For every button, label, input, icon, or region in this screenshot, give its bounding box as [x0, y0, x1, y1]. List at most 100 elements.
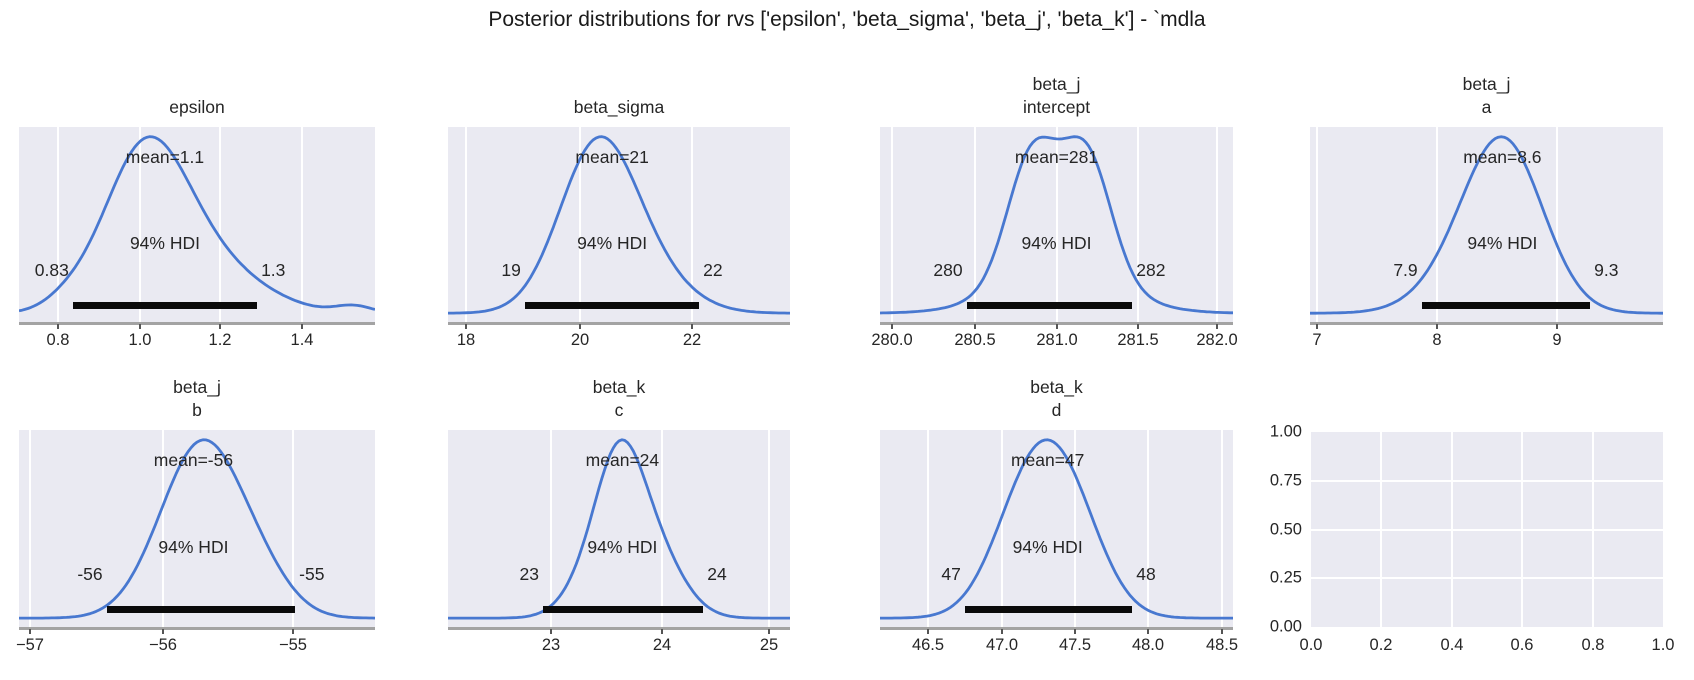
hdi-bar — [965, 606, 1132, 613]
subplot-title-line: beta_j — [1032, 74, 1081, 94]
hdi-label: 94% HDI — [1021, 233, 1092, 254]
tick-mark — [301, 324, 303, 329]
subplot-title: beta_j b — [19, 368, 375, 422]
subplot-title-line: intercept — [1022, 97, 1091, 117]
tick-mark — [162, 629, 164, 634]
kde-curve — [19, 438, 375, 620]
x-tick-label: 25 — [759, 636, 779, 654]
tick-mark — [1074, 629, 1076, 634]
x-tick-label: 23 — [541, 636, 561, 654]
gridline — [465, 127, 468, 322]
x-tick-label: −55 — [279, 636, 307, 654]
gridline — [1316, 127, 1319, 322]
gridline — [768, 430, 771, 627]
tick-mark — [1001, 629, 1003, 634]
hdi-low-label: 7.9 — [1393, 259, 1418, 280]
hdi-bar — [967, 302, 1132, 309]
gridline — [549, 430, 552, 627]
x-tick-label: 47.5 — [1058, 636, 1092, 654]
kde-curve-path — [19, 438, 375, 620]
subplot-title: epsilon — [19, 65, 375, 119]
hdi-low-label: -56 — [77, 563, 103, 584]
x-tick-label: 1.0 — [128, 331, 152, 349]
kde-curve-path — [1310, 135, 1663, 315]
tick-mark — [219, 324, 221, 329]
y-tick-label: 0.00 — [1269, 617, 1302, 636]
gridline — [891, 127, 893, 322]
x-tick-label: −56 — [149, 636, 177, 654]
hdi-low-label: 280 — [933, 259, 963, 280]
gridline — [1216, 127, 1219, 322]
gridline — [1136, 127, 1139, 322]
tick-mark — [1221, 629, 1223, 634]
kde-curve-path — [880, 135, 1233, 315]
hdi-low-label: 0.83 — [34, 259, 69, 280]
tick-mark — [927, 629, 929, 634]
mean-label: mean=281 — [1014, 146, 1099, 167]
x-tick-label: 48.5 — [1205, 636, 1239, 654]
gridline — [1311, 577, 1663, 580]
figure-title: Posterior distributions for rvs ['epsilo… — [488, 8, 1206, 31]
tick-mark — [465, 324, 467, 329]
hdi-bar — [73, 302, 257, 309]
subplot-title-line: epsilon — [169, 97, 225, 117]
hdi-high-label: 22 — [703, 259, 723, 280]
subplot-title-line: c — [614, 400, 624, 420]
kde-curve — [448, 135, 790, 315]
hdi-low-label: 23 — [519, 563, 539, 584]
x-tick-label: 8 — [1432, 331, 1442, 349]
axes: mean=281 94% HDI 280 282 — [880, 127, 1233, 325]
tick-mark — [1216, 324, 1218, 329]
hdi-low-label: 19 — [501, 259, 521, 280]
x-tick-label: 0.8 — [46, 331, 70, 349]
hdi-label: 94% HDI — [577, 233, 648, 254]
hdi-label: 94% HDI — [1012, 537, 1083, 558]
hdi-bar — [1422, 302, 1590, 309]
hdi-label: 94% HDI — [129, 233, 200, 254]
hdi-high-label: 9.3 — [1594, 259, 1619, 280]
tick-mark — [292, 629, 294, 634]
hdi-high-label: -55 — [299, 563, 325, 584]
tick-mark — [139, 324, 141, 329]
subplot-title-line: beta_k — [592, 377, 646, 397]
gridline — [292, 430, 295, 627]
mean-label: mean=1.1 — [125, 146, 205, 167]
x-tick-label: 1.4 — [290, 331, 314, 349]
gridline — [162, 430, 165, 627]
kde-curve — [1310, 135, 1663, 315]
hdi-high-label: 1.3 — [261, 259, 286, 280]
x-tick-label: 20 — [570, 331, 590, 349]
tick-mark — [691, 324, 693, 329]
kde-curve — [19, 135, 375, 313]
hdi-low-label: 47 — [941, 563, 961, 584]
x-tick-label: 48.0 — [1131, 636, 1165, 654]
tick-mark — [1436, 324, 1438, 329]
axes: mean=21 94% HDI 19 22 — [448, 127, 790, 325]
x-tick-label: 0.2 — [1369, 636, 1393, 654]
tick-mark — [550, 629, 552, 634]
x-tick-label: 1.0 — [1651, 636, 1675, 654]
hdi-bar — [543, 606, 703, 613]
gridline — [1311, 479, 1663, 482]
hdi-label: 94% HDI — [1467, 233, 1538, 254]
tick-mark — [1556, 324, 1558, 329]
hdi-label: 94% HDI — [158, 537, 229, 558]
gridline — [1146, 430, 1149, 627]
tick-mark — [579, 324, 581, 329]
x-tick-label: 18 — [456, 331, 476, 349]
kde-curve-path — [448, 438, 790, 620]
gridline — [691, 127, 694, 322]
gridline — [974, 127, 977, 322]
gridline — [927, 430, 929, 627]
x-tick-label: 22 — [682, 331, 702, 349]
kde-curve — [448, 438, 790, 620]
tick-mark — [891, 324, 893, 329]
gridline — [1436, 127, 1439, 322]
x-tick-label: 47.0 — [985, 636, 1019, 654]
subplot-title: beta_k d — [880, 368, 1233, 422]
axes: mean=-56 94% HDI -56 -55 — [19, 430, 375, 630]
subplot-title-line: a — [1481, 97, 1492, 117]
y-tick-label: 0.75 — [1269, 471, 1302, 490]
